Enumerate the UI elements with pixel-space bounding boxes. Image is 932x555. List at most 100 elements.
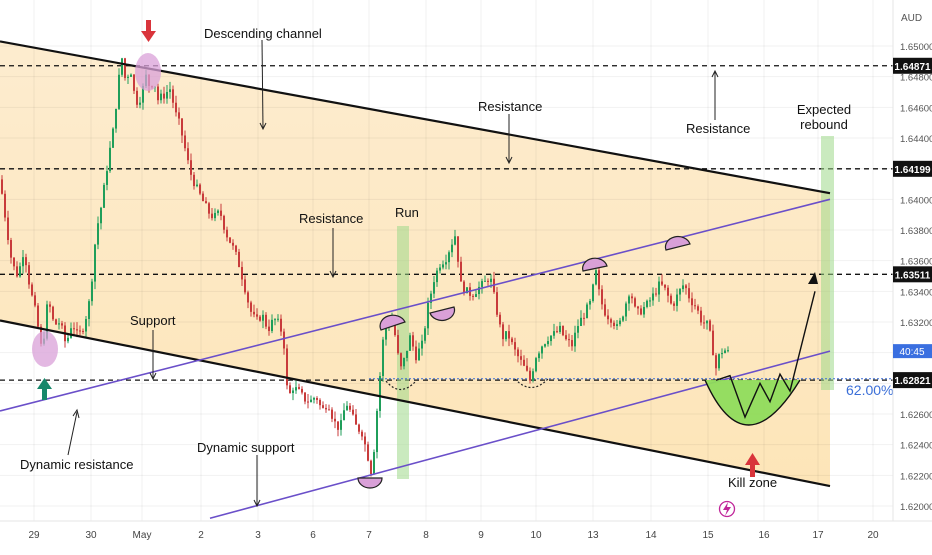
- red-arrow-kill-zone: [745, 453, 760, 477]
- candle-body: [673, 303, 675, 306]
- price-tick: 1.64600: [900, 103, 932, 114]
- candle-body: [415, 346, 417, 361]
- label-expected-rebound: Expected rebound: [797, 102, 851, 132]
- candle-body: [538, 353, 540, 359]
- red-arrow-top: [141, 20, 156, 42]
- candle-body: [307, 401, 309, 403]
- candle-body: [127, 76, 129, 78]
- candle-body: [727, 350, 729, 352]
- time-tick: 9: [478, 530, 484, 541]
- candle-body: [361, 431, 363, 437]
- time-axis[interactable]: 29 30 May 2 3 6 7 8 9 10 13 14 15 16 17 20: [0, 520, 932, 550]
- candle-body: [313, 397, 315, 400]
- candle-body: [325, 407, 327, 410]
- candle-body: [583, 317, 585, 319]
- label-dynamic-resistance: Dynamic resistance: [20, 457, 133, 472]
- candle-body: [322, 405, 324, 408]
- candle-body: [166, 92, 168, 99]
- candle-body: [259, 316, 261, 321]
- candle-body: [724, 350, 726, 354]
- level-tag-bg: [893, 57, 932, 74]
- time-tick: 8: [423, 530, 429, 541]
- dotted-arc-1: [385, 380, 417, 391]
- time-tick: 7: [366, 530, 372, 541]
- candle-body: [124, 58, 126, 78]
- candle-body: [220, 210, 222, 216]
- annotation-arrows: [67, 39, 719, 508]
- candle-body: [355, 414, 357, 425]
- price-axis[interactable]: AUD 1.650001.648001.646001.644001.642001…: [892, 0, 932, 521]
- candle-body: [337, 421, 339, 430]
- price-tick: 1.64400: [900, 134, 932, 145]
- candle-body: [715, 355, 717, 369]
- candle-body: [202, 193, 204, 202]
- candle-body: [685, 285, 687, 289]
- candle-body: [382, 339, 384, 377]
- candle-body: [397, 335, 399, 354]
- candle-body: [376, 410, 378, 453]
- candle-body: [547, 341, 549, 345]
- price-tick: 1.63800: [900, 226, 932, 237]
- candle-body: [184, 135, 186, 149]
- candle-body: [658, 281, 660, 295]
- candle-body: [214, 212, 216, 219]
- candle-body: [433, 282, 435, 294]
- candle-body: [349, 405, 351, 410]
- candle-body: [403, 357, 405, 367]
- time-tick: 2: [198, 530, 204, 541]
- candle-body: [304, 392, 306, 402]
- level-tag-text: 1.62821: [894, 376, 931, 387]
- candle-body: [694, 305, 696, 307]
- candle-body: [550, 335, 552, 342]
- label-resistance-mid: Resistance: [299, 211, 363, 226]
- candle-body: [193, 174, 195, 187]
- candle-body: [223, 215, 225, 230]
- candle-body: [430, 293, 432, 303]
- candle-body: [577, 326, 579, 333]
- countdown-tag: 40:45: [893, 344, 932, 359]
- price-tick: 1.62200: [900, 471, 932, 482]
- label-run: Run: [395, 205, 419, 220]
- run-zone-box: [397, 226, 409, 479]
- candle-body: [646, 300, 648, 307]
- candle-body: [199, 184, 201, 194]
- candle-body: [406, 350, 408, 358]
- candle-body: [103, 184, 105, 208]
- candle-body: [181, 118, 183, 136]
- candle-body: [370, 460, 372, 475]
- candle-body: [490, 278, 492, 282]
- candle-body: [133, 74, 135, 91]
- price-level-tags: 1.64871 1.64199 1.63511 1.62821: [893, 57, 932, 389]
- candle-body: [16, 266, 18, 277]
- candle-body: [436, 270, 438, 283]
- candle-body: [481, 281, 483, 287]
- candle-body: [253, 311, 255, 315]
- candle-body: [286, 348, 288, 386]
- candle-body: [544, 344, 546, 347]
- candle-body: [244, 279, 246, 293]
- time-tick: 15: [702, 530, 714, 541]
- candle-body: [703, 322, 705, 324]
- candle-body: [235, 245, 237, 252]
- highlight-markers: [32, 53, 691, 489]
- time-tick: 6: [310, 530, 316, 541]
- projection-arrowhead: [808, 272, 818, 284]
- candle-body: [385, 327, 387, 340]
- candle-body: [508, 331, 510, 339]
- candle-body: [61, 323, 63, 326]
- candle-body: [358, 424, 360, 432]
- candle-body: [562, 325, 564, 336]
- candle-body: [295, 387, 297, 391]
- candle-body: [523, 359, 525, 366]
- candle-body: [190, 160, 192, 175]
- label-descending-channel: Descending channel: [204, 26, 322, 41]
- candle-body: [25, 257, 27, 266]
- time-tick: 20: [867, 530, 879, 541]
- candle-body: [409, 335, 411, 351]
- candle-body: [484, 280, 486, 282]
- pink-arc-4: [664, 235, 691, 251]
- lightning-icon[interactable]: [718, 500, 736, 518]
- candle-body: [85, 318, 87, 332]
